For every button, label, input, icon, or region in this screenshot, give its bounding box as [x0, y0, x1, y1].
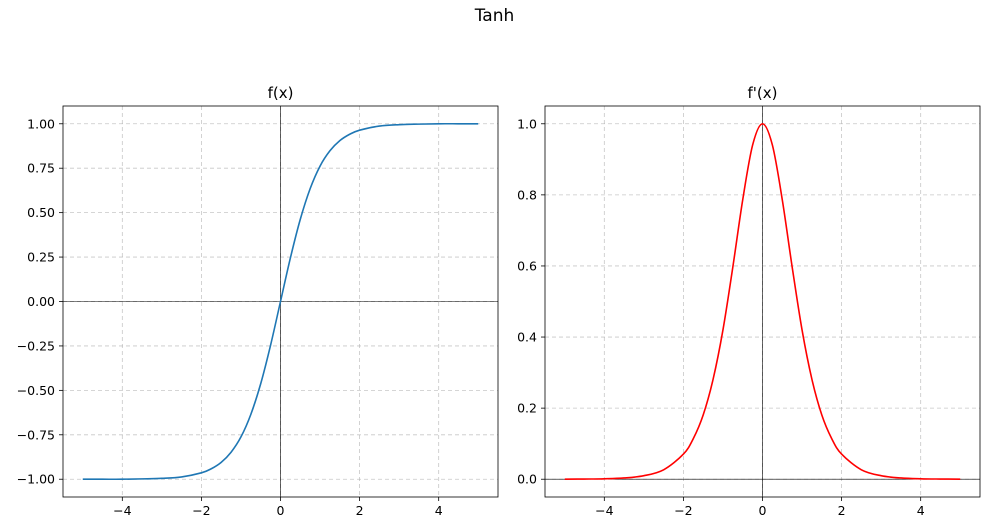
y-tick-label: −0.75	[17, 427, 55, 442]
x-tick-label: −4	[595, 503, 613, 518]
y-tick-label: 0.25	[27, 250, 55, 265]
y-tick-label: −0.25	[17, 338, 55, 353]
x-tick-label: −2	[674, 503, 692, 518]
chart-panel-2: −4 −2 0 2 4 0.0 0.2 0.4 0.6 0.8 1.0 f'(x)	[517, 84, 981, 518]
x-tick-label: 4	[917, 503, 925, 518]
x-tick-label: 0	[759, 503, 767, 518]
x-tick-label: −2	[192, 503, 210, 518]
chart-title: f'(x)	[748, 84, 778, 102]
chart-panel-1: −4 −2 0 2 4 −1.00 −0.75 −0.50 −0.25 0.00 0.25 0.50 0…	[17, 84, 499, 518]
y-tick-label: 0.50	[27, 205, 55, 220]
chart-title: f(x)	[268, 84, 294, 102]
y-tick-label: −0.50	[17, 383, 55, 398]
x-tick-label: 4	[435, 503, 443, 518]
y-tick-label: 0.75	[27, 161, 55, 176]
y-tick-label: 0.4	[517, 330, 537, 345]
y-tick-label: 1.00	[27, 116, 55, 131]
figure-suptitle: Tanh	[474, 6, 515, 26]
y-tick-label: −1.00	[17, 472, 55, 487]
x-tick-label: −4	[113, 503, 131, 518]
y-tick-label: 0.8	[517, 187, 537, 202]
y-tick-label: 0.6	[517, 258, 537, 273]
x-tick-label: 2	[356, 503, 364, 518]
x-tick-label: 0	[277, 503, 285, 518]
y-tick-label: 1.0	[517, 116, 537, 131]
series-line-1	[82, 122, 479, 481]
x-tick-label: 2	[838, 503, 846, 518]
y-tick-label: 0.00	[27, 294, 55, 309]
y-tick-label: 0.0	[517, 472, 537, 487]
y-tick-label: 0.2	[517, 401, 537, 416]
series-line-1	[564, 122, 961, 480]
